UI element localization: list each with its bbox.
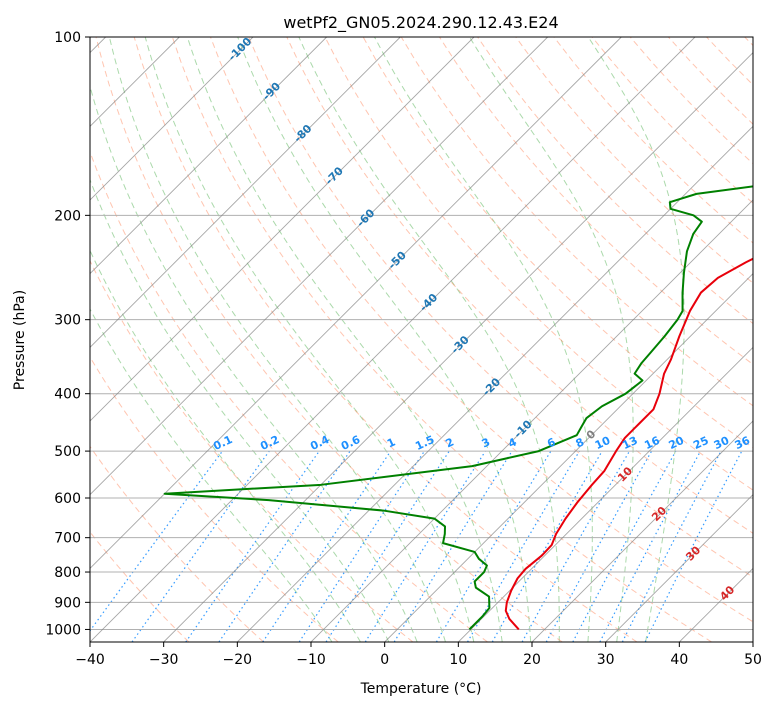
y-tick-label: 200 bbox=[54, 208, 81, 224]
y-tick-label: 100 bbox=[54, 30, 81, 46]
x-tick-label: −10 bbox=[296, 652, 326, 668]
x-tick-label: −40 bbox=[75, 652, 105, 668]
dry-adiabat bbox=[248, 37, 753, 578]
mixing-ratio-line bbox=[185, 450, 320, 642]
y-tick-label: 600 bbox=[54, 491, 81, 507]
isotherm-line bbox=[310, 199, 753, 642]
moist-adiabat bbox=[90, 178, 390, 642]
mixing-ratio-line bbox=[131, 450, 270, 642]
mixing-ratio-line bbox=[435, 450, 552, 642]
moist-adiabat bbox=[186, 37, 503, 642]
mixing-ratio-line bbox=[364, 450, 486, 642]
dewpoint-line bbox=[163, 185, 753, 631]
mixing-ratio-line bbox=[298, 450, 425, 642]
mixing-ratio-line bbox=[325, 450, 450, 642]
isotherm-line bbox=[90, 37, 475, 422]
isotherm-line bbox=[384, 273, 753, 642]
y-tick-label: 700 bbox=[54, 531, 81, 547]
dry-adiabat bbox=[95, 37, 563, 642]
mixing-ratio-label: 20 bbox=[667, 434, 687, 452]
dry-adiabat bbox=[133, 37, 638, 642]
y-tick-label: 1000 bbox=[45, 622, 81, 638]
x-tick-label: 20 bbox=[523, 652, 541, 668]
mixing-ratio-lines bbox=[90, 450, 743, 642]
y-tick-label: 300 bbox=[54, 313, 81, 329]
mixing-ratio-label: 30 bbox=[712, 434, 732, 452]
isotherm-line bbox=[90, 37, 548, 496]
x-tick-label: 40 bbox=[670, 652, 688, 668]
isotherm-line bbox=[237, 125, 753, 642]
moist-adiabat bbox=[90, 308, 333, 642]
x-tick-label: 10 bbox=[449, 652, 467, 668]
y-tick-label: 400 bbox=[54, 387, 81, 403]
dry-adiabat bbox=[90, 259, 414, 642]
y-tick-label: 800 bbox=[54, 565, 81, 581]
dry-adiabat bbox=[324, 37, 753, 491]
x-tick-label: 50 bbox=[744, 652, 762, 668]
isotherm-line bbox=[90, 37, 622, 569]
mixing-ratio-line bbox=[262, 450, 392, 642]
isotherm-line bbox=[90, 37, 327, 275]
mixing-ratio-label: 10 bbox=[593, 434, 613, 452]
mixing-ratio-line bbox=[572, 450, 677, 642]
x-axis: −40 −30 −20 −10 0 10 20 30 40 50 bbox=[75, 642, 762, 668]
dry-adiabat bbox=[286, 37, 753, 534]
dry-adiabat bbox=[171, 37, 712, 642]
mixing-ratio-line bbox=[218, 450, 351, 642]
isotherm-line bbox=[458, 346, 753, 642]
mixing-ratio-label: 25 bbox=[691, 434, 710, 452]
y-tick-label: 900 bbox=[54, 595, 81, 611]
moist-adiabat bbox=[90, 84, 418, 642]
moist-adiabat bbox=[298, 37, 560, 642]
dry-adiabat bbox=[515, 37, 753, 284]
isotherm-line bbox=[90, 37, 254, 201]
mixing-ratio-line bbox=[599, 450, 702, 642]
mixing-ratio-label: 36 bbox=[733, 434, 753, 452]
isotherm-line bbox=[163, 52, 753, 642]
mixing-ratio-label: 13 bbox=[620, 434, 639, 452]
isotherm-line bbox=[90, 37, 696, 642]
dry-adiabats bbox=[90, 37, 753, 642]
x-tick-label: −30 bbox=[149, 652, 179, 668]
isotherm-line bbox=[531, 420, 753, 642]
temperature-line bbox=[504, 257, 753, 631]
y-tick-label: 500 bbox=[54, 444, 81, 460]
skewed-isotherms bbox=[90, 37, 753, 642]
mixing-ratio-label: 16 bbox=[642, 434, 662, 452]
dry-adiabat bbox=[210, 37, 753, 623]
moist-adiabat bbox=[108, 37, 446, 642]
x-axis-title: Temperature (°C) bbox=[360, 681, 482, 697]
chart-title: wetPf2_GN05.2024.290.12.43.E24 bbox=[283, 13, 558, 33]
plot-frame bbox=[89, 36, 754, 643]
x-tick-label: 30 bbox=[597, 652, 615, 668]
gridlines bbox=[90, 37, 753, 630]
y-axis-title: Pressure (hPa) bbox=[12, 290, 28, 390]
y-axis: 100 200 300 400 500 600 700 800 900 1000 bbox=[45, 30, 90, 638]
x-tick-label: 0 bbox=[380, 652, 389, 668]
x-tick-label: −20 bbox=[223, 652, 253, 668]
dry-adiabat bbox=[90, 445, 264, 642]
profile-series bbox=[163, 185, 753, 631]
isotherm-line bbox=[90, 37, 401, 348]
isotherm-line bbox=[605, 494, 753, 642]
moist-adiabat bbox=[144, 37, 475, 642]
